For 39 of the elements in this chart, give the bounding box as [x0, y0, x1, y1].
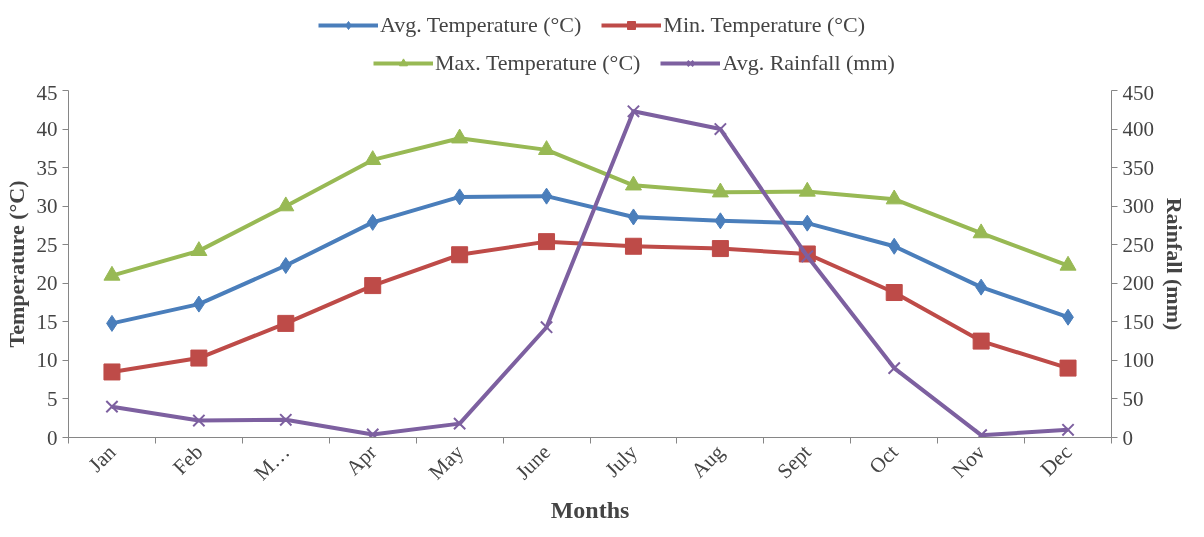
legend-label: Max. Temperature (°C)	[435, 49, 641, 77]
x-axis-title: Months	[550, 496, 630, 523]
y2-tick-label: 100	[1122, 348, 1154, 373]
y-tick-label: 40	[36, 117, 58, 142]
y-axis-title: Temperature (°C)	[3, 180, 29, 348]
y2-tick-label: 450	[1122, 80, 1154, 105]
x-tick-label: July	[600, 439, 643, 482]
y2-tick-label: 250	[1122, 232, 1154, 257]
x-tick-label: M…	[249, 440, 295, 486]
x-tick-label: Aug	[686, 439, 730, 483]
x-tick-label: Feb	[168, 440, 208, 480]
y-tick-label: 0	[47, 425, 58, 450]
legend-label: Avg. Temperature (°C)	[380, 11, 582, 39]
y2-tick-label: 300	[1122, 194, 1154, 219]
y2-tick-label: 400	[1122, 117, 1154, 142]
y2-tick-label: 350	[1122, 155, 1154, 180]
y2-tick-label: 150	[1122, 309, 1154, 334]
y-tick-label: 5	[47, 386, 58, 411]
x-tick-label: Nov	[947, 439, 990, 483]
legend-label: Avg. Rainfall (mm)	[722, 49, 895, 77]
y-tick-label: 20	[36, 271, 58, 296]
y-tick-label: 25	[36, 232, 58, 257]
x-tick-label: Dec	[1035, 440, 1077, 481]
x-tick-label: June	[510, 440, 556, 485]
y-tick-label: 10	[36, 348, 58, 373]
y2-tick-label: 50	[1122, 386, 1144, 411]
y-tick-label: 45	[36, 80, 58, 105]
x-tick-label: Apr	[341, 440, 382, 481]
y-tick-label: 35	[36, 155, 58, 180]
x-tick-label: Jan	[83, 439, 121, 477]
y2-tick-label: 200	[1122, 271, 1154, 296]
y2-tick-label: 0	[1122, 425, 1133, 450]
y-tick-label: 30	[36, 194, 58, 219]
y-tick-label: 15	[36, 309, 58, 334]
legend-label: Min. Temperature (°C)	[663, 11, 866, 39]
x-tick-label: Oct	[864, 439, 903, 479]
y2-axis-title: Rainfall (mm)	[1162, 197, 1187, 331]
x-tick-label: Sept	[772, 439, 816, 484]
x-tick-label: May	[423, 439, 469, 485]
